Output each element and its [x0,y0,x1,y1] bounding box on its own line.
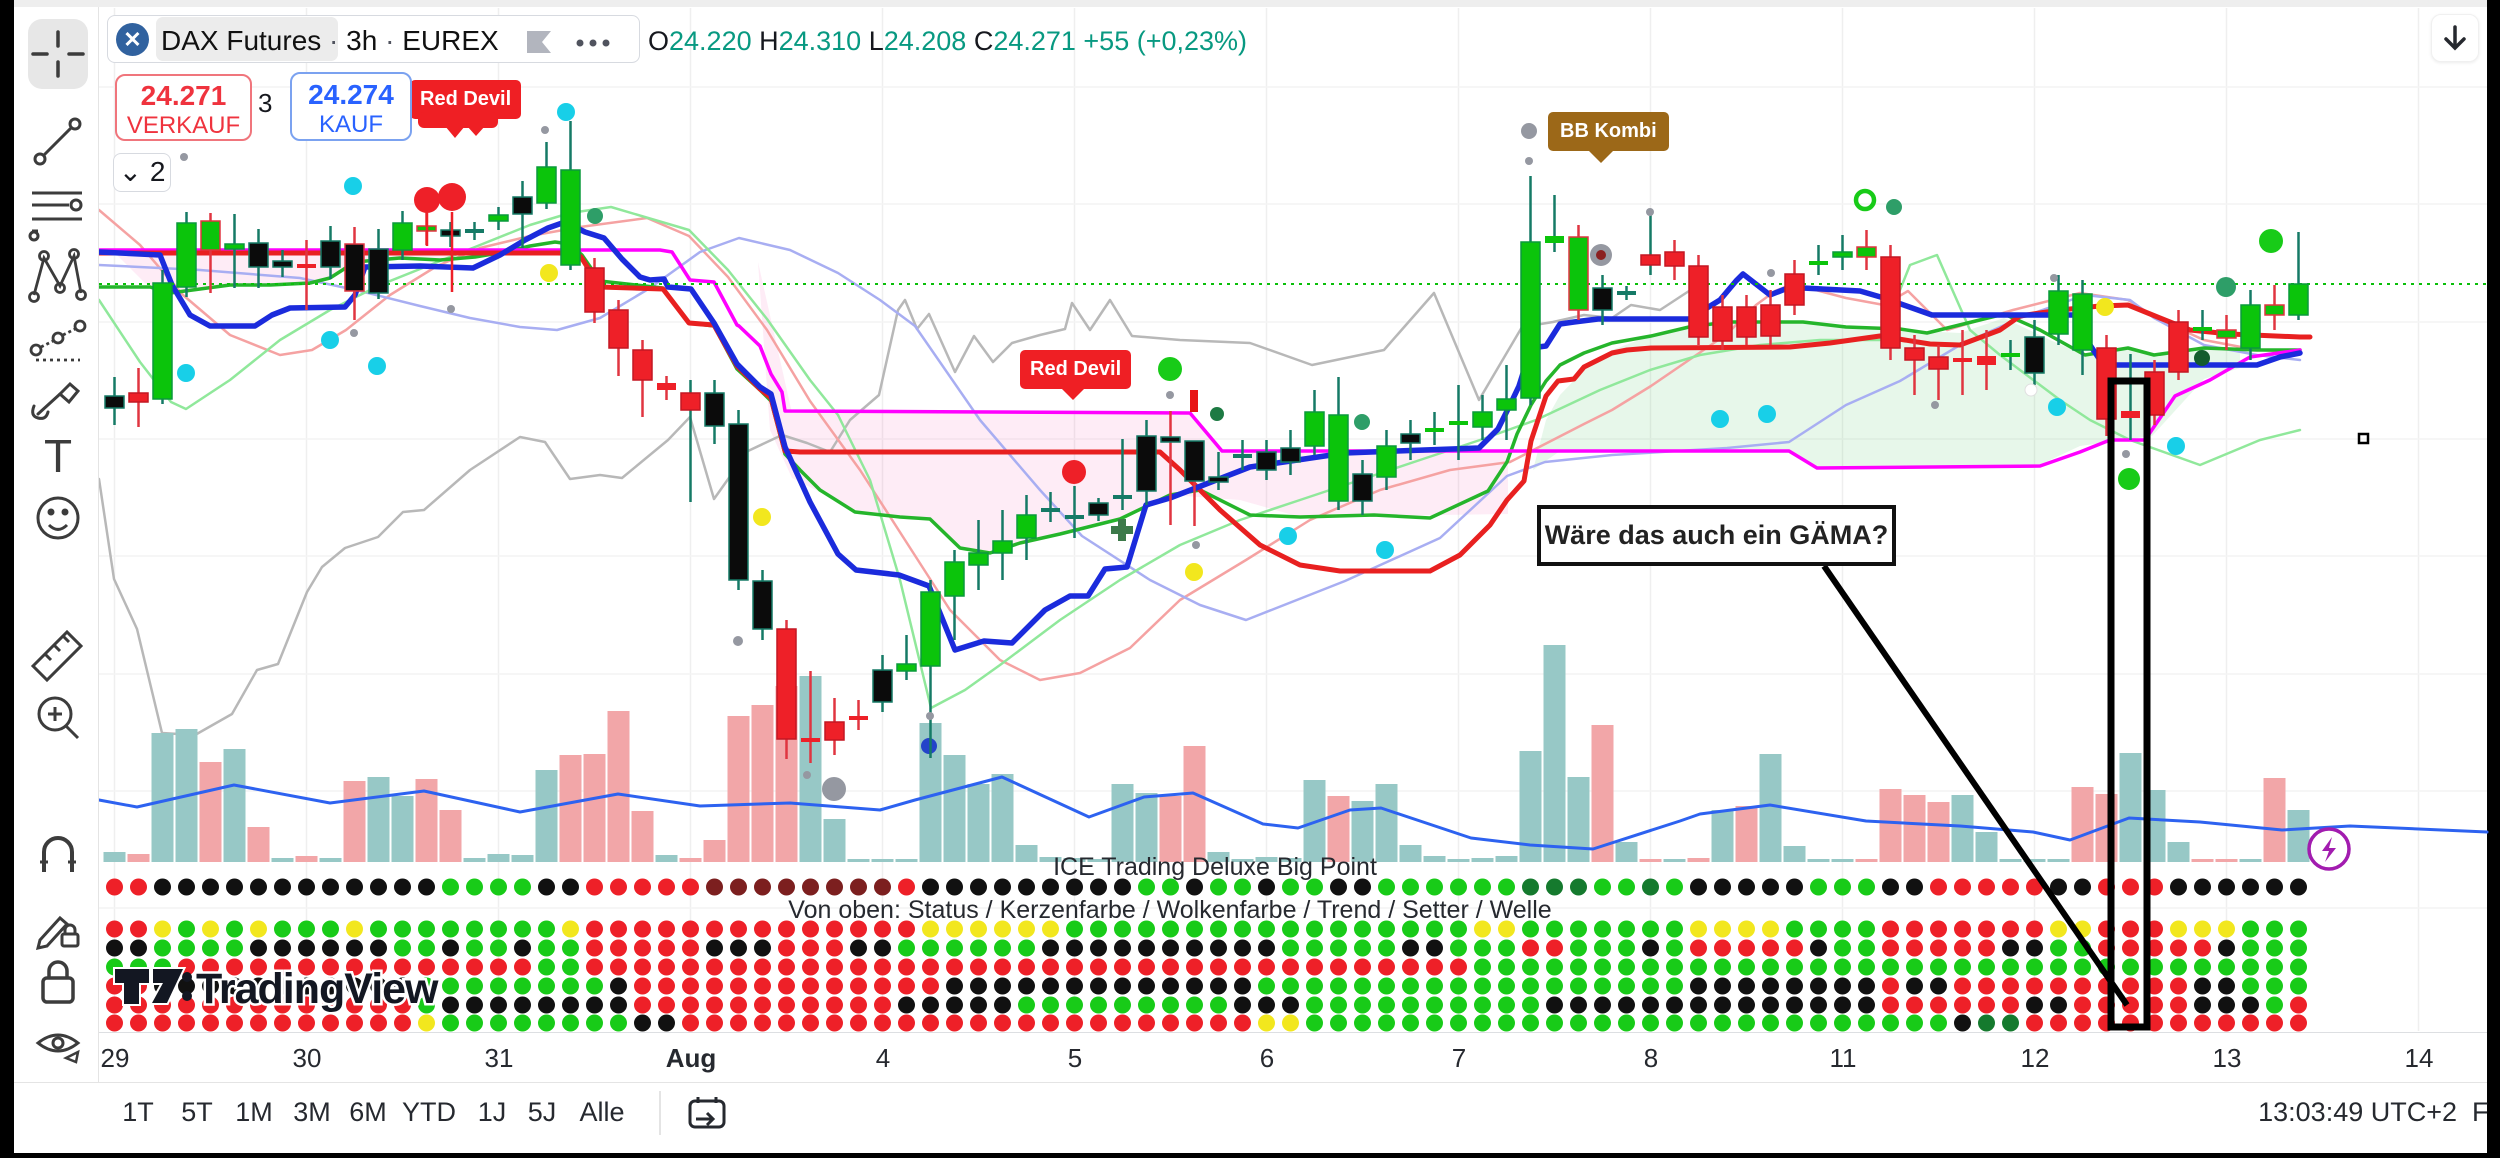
svg-text:T: T [44,430,72,482]
svg-text:TradingView: TradingView [196,965,439,1013]
svg-text:Von oben: Status / Kerzenfarbe: Von oben: Status / Kerzenfarbe / Wolkenf… [788,896,1551,924]
svg-text:ICE Trading Deluxe Big Point: ICE Trading Deluxe Big Point [1053,853,1377,881]
